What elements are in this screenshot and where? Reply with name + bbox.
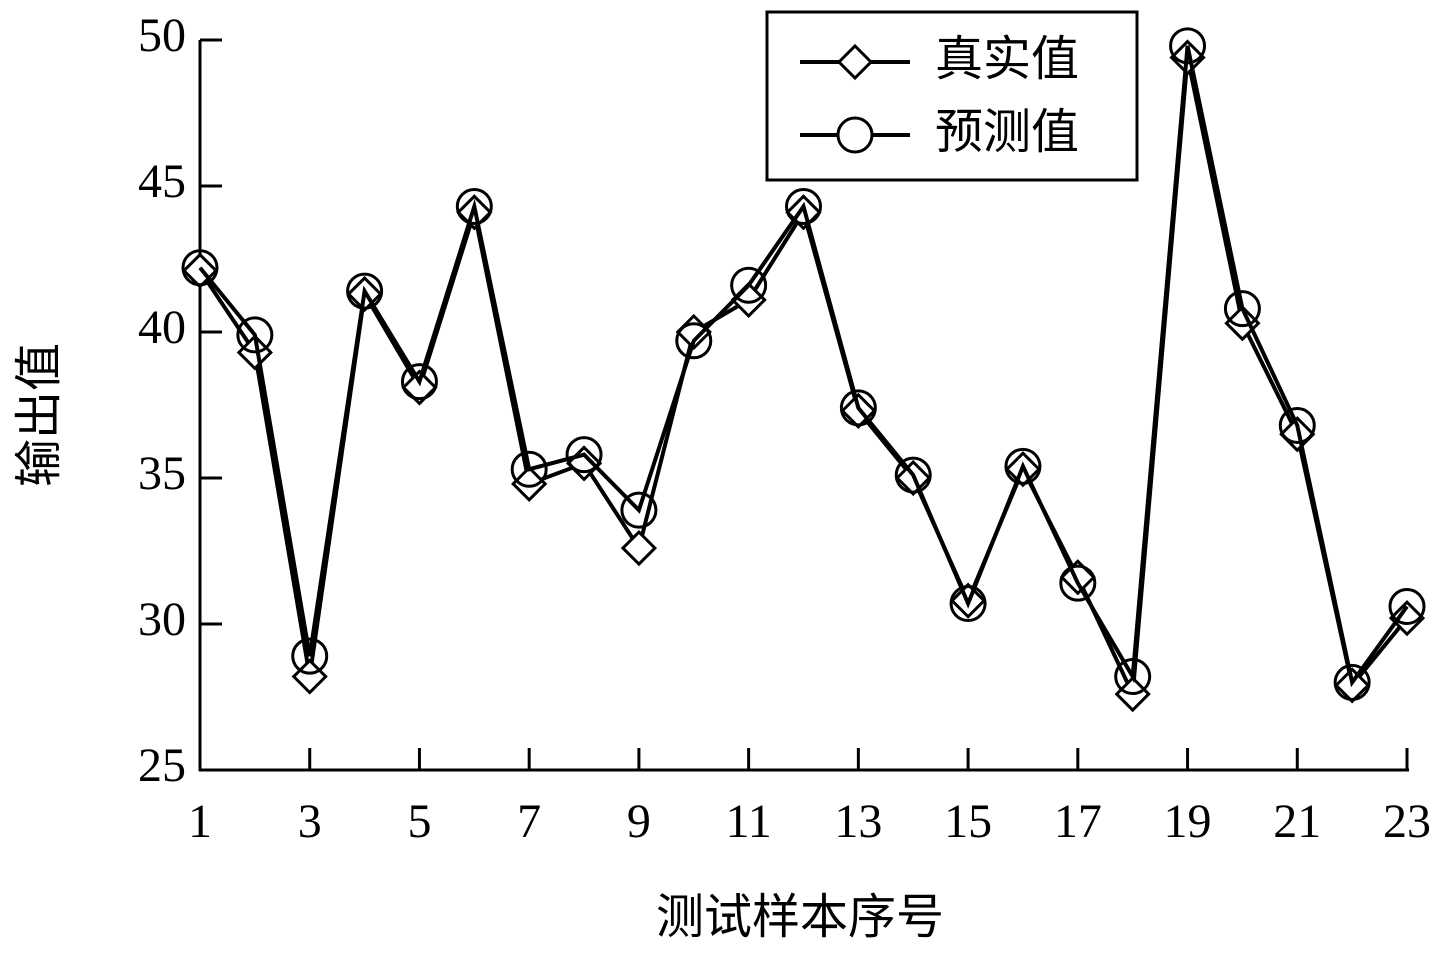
series-line — [198, 45, 1409, 688]
circle-marker — [510, 450, 548, 488]
circle-marker — [1278, 406, 1316, 444]
x-tick-label: 3 — [298, 795, 322, 848]
x-tick-label: 1 — [188, 795, 212, 848]
legend-box — [765, 10, 1139, 182]
circle-marker — [894, 456, 932, 494]
y-tick-label: 45 — [138, 155, 186, 208]
y-tick-label: 40 — [138, 301, 186, 354]
y-tick-label: 35 — [138, 447, 186, 500]
x-tick-label: 23 — [1383, 795, 1431, 848]
circle-marker — [1059, 564, 1097, 602]
x-tick-label: 9 — [627, 795, 651, 848]
circle-marker — [785, 187, 822, 225]
diamond-marker — [511, 465, 548, 502]
x-tick-label: 17 — [1054, 795, 1102, 848]
x-tick-label: 21 — [1273, 795, 1321, 848]
x-tick-label: 11 — [726, 795, 772, 848]
x-tick-label: 13 — [834, 795, 882, 848]
circle-marker — [565, 436, 603, 474]
legend-marker — [836, 116, 874, 154]
x-axis-label: 测试样本序号 — [656, 891, 944, 944]
y-tick-label: 25 — [138, 739, 186, 792]
circle-marker — [346, 272, 384, 310]
diamond-marker — [1224, 305, 1261, 342]
circle-marker — [236, 316, 274, 354]
legend-label: 真实值 — [935, 33, 1079, 86]
circle-marker — [400, 363, 438, 401]
circle-marker — [1388, 587, 1426, 625]
circle-marker — [1333, 663, 1371, 701]
x-tick-label: 15 — [944, 795, 992, 848]
legend-label: 预测值 — [935, 106, 1079, 159]
y-tick-label: 30 — [138, 593, 186, 646]
circle-marker — [675, 322, 713, 360]
circle-marker — [730, 266, 768, 304]
circle-marker — [839, 389, 877, 427]
y-axis-label: 输出值 — [13, 343, 66, 487]
x-tick-label: 5 — [407, 795, 431, 848]
circle-marker — [1004, 447, 1042, 485]
diamond-marker — [620, 529, 658, 567]
circle-marker — [455, 187, 493, 225]
circle-marker — [1223, 290, 1261, 328]
diamond-marker — [1388, 600, 1426, 637]
circle-marker — [1114, 658, 1152, 696]
x-tick-label: 19 — [1164, 795, 1212, 848]
x-tick-label: 7 — [517, 795, 541, 848]
diamond-marker — [291, 658, 328, 695]
circle-marker — [620, 491, 658, 529]
circle-marker — [181, 249, 219, 287]
circle-marker — [949, 585, 987, 623]
circle-marker — [1169, 27, 1207, 65]
circle-marker — [291, 637, 329, 675]
y-tick-label: 50 — [138, 9, 186, 62]
legend-marker — [836, 43, 874, 81]
